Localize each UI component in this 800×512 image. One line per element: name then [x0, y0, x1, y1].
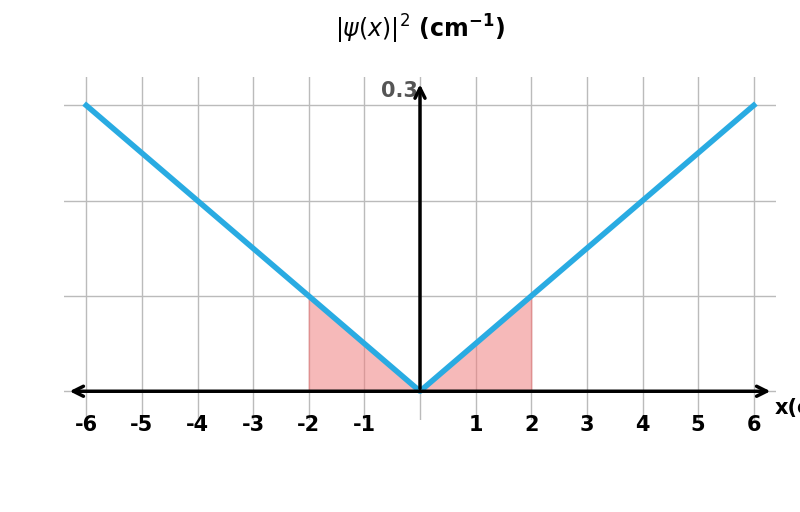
Text: x(cm): x(cm) [775, 398, 800, 418]
Text: -6: -6 [74, 415, 98, 435]
Text: 1: 1 [468, 415, 483, 435]
Text: 0.3: 0.3 [381, 80, 418, 101]
Text: -4: -4 [186, 415, 209, 435]
Text: 6: 6 [746, 415, 761, 435]
Text: -2: -2 [297, 415, 320, 435]
Text: 4: 4 [635, 415, 650, 435]
Text: 3: 3 [580, 415, 594, 435]
Text: -1: -1 [353, 415, 376, 435]
Text: 5: 5 [691, 415, 706, 435]
Text: $|\psi(x)|^2$ $\mathbf{(cm^{-1})}$: $|\psi(x)|^2$ $\mathbf{(cm^{-1})}$ [335, 13, 505, 46]
Text: -5: -5 [130, 415, 154, 435]
Text: -3: -3 [242, 415, 265, 435]
Text: 2: 2 [524, 415, 538, 435]
